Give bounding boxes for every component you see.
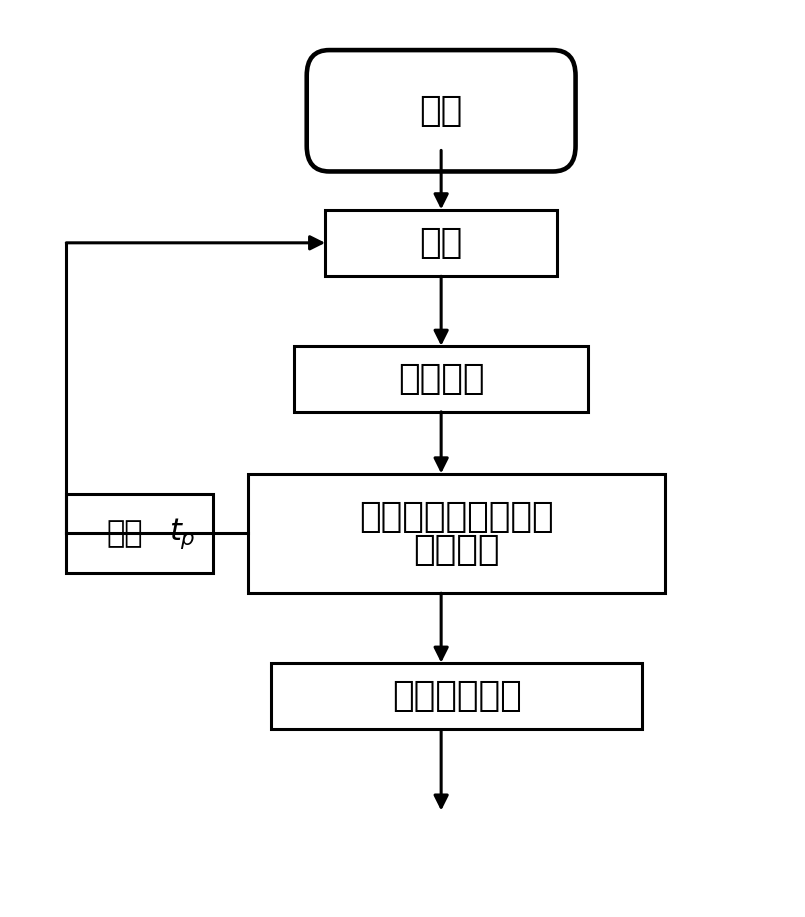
Text: 控制策略: 控制策略 [413, 533, 500, 567]
Text: 开始: 开始 [419, 94, 463, 127]
FancyBboxPatch shape [307, 50, 576, 171]
Text: 延时: 延时 [106, 519, 142, 547]
Text: 数据处理: 数据处理 [398, 362, 485, 396]
Text: 自检: 自检 [419, 226, 463, 260]
Bar [325, 210, 557, 276]
Text: 遗传算法计算出优化: 遗传算法计算出优化 [359, 500, 554, 534]
Bar [66, 493, 213, 573]
Bar [248, 474, 665, 592]
Bar [271, 663, 642, 729]
Text: $t_p$: $t_p$ [169, 516, 196, 551]
Bar [295, 347, 588, 413]
Text: 输出控制信号: 输出控制信号 [392, 679, 522, 713]
